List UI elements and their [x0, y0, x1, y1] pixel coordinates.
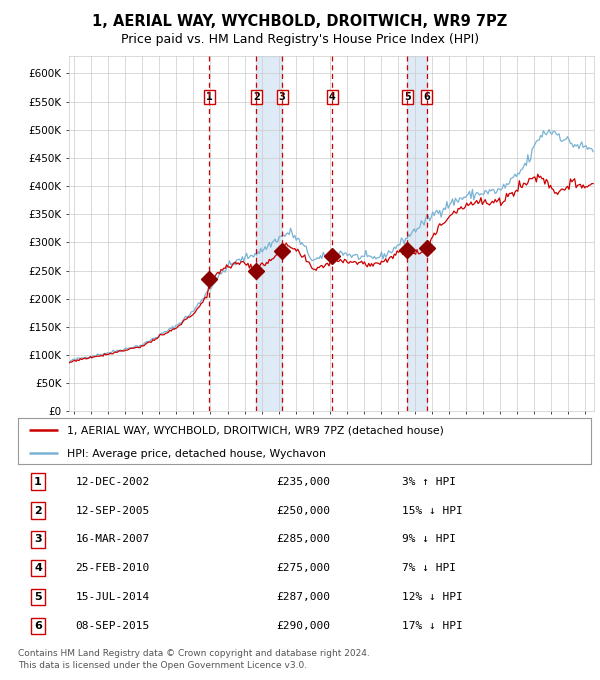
Text: 15-JUL-2014: 15-JUL-2014 [76, 592, 149, 602]
Text: 1: 1 [206, 92, 212, 102]
Text: This data is licensed under the Open Government Licence v3.0.: This data is licensed under the Open Gov… [18, 661, 307, 670]
Text: 17% ↓ HPI: 17% ↓ HPI [402, 621, 463, 631]
Text: £235,000: £235,000 [276, 477, 330, 487]
Text: 4: 4 [34, 563, 42, 573]
Text: £275,000: £275,000 [276, 563, 330, 573]
Text: 5: 5 [404, 92, 410, 102]
Text: 08-SEP-2015: 08-SEP-2015 [76, 621, 149, 631]
Text: 25-FEB-2010: 25-FEB-2010 [76, 563, 149, 573]
Text: 5: 5 [34, 592, 42, 602]
Text: 12-DEC-2002: 12-DEC-2002 [76, 477, 149, 487]
Text: 4: 4 [329, 92, 336, 102]
Bar [256, 56, 282, 411]
Text: 16-MAR-2007: 16-MAR-2007 [76, 534, 149, 545]
Text: 15% ↓ HPI: 15% ↓ HPI [402, 505, 463, 515]
Text: 12% ↓ HPI: 12% ↓ HPI [402, 592, 463, 602]
Text: 1: 1 [34, 477, 42, 487]
Text: 6: 6 [424, 92, 430, 102]
Text: 3: 3 [34, 534, 42, 545]
Text: 1, AERIAL WAY, WYCHBOLD, DROITWICH, WR9 7PZ: 1, AERIAL WAY, WYCHBOLD, DROITWICH, WR9 … [92, 14, 508, 29]
Text: £290,000: £290,000 [276, 621, 330, 631]
Text: £250,000: £250,000 [276, 505, 330, 515]
Text: HPI: Average price, detached house, Wychavon: HPI: Average price, detached house, Wych… [67, 449, 326, 458]
Bar [407, 56, 427, 411]
Text: Price paid vs. HM Land Registry's House Price Index (HPI): Price paid vs. HM Land Registry's House … [121, 33, 479, 46]
Text: 12-SEP-2005: 12-SEP-2005 [76, 505, 149, 515]
Text: £285,000: £285,000 [276, 534, 330, 545]
Text: £287,000: £287,000 [276, 592, 330, 602]
Text: 3% ↑ HPI: 3% ↑ HPI [402, 477, 456, 487]
Text: 7% ↓ HPI: 7% ↓ HPI [402, 563, 456, 573]
Text: 1, AERIAL WAY, WYCHBOLD, DROITWICH, WR9 7PZ (detached house): 1, AERIAL WAY, WYCHBOLD, DROITWICH, WR9 … [67, 426, 443, 435]
Text: 9% ↓ HPI: 9% ↓ HPI [402, 534, 456, 545]
Text: 2: 2 [34, 505, 42, 515]
Text: 6: 6 [34, 621, 42, 631]
Text: Contains HM Land Registry data © Crown copyright and database right 2024.: Contains HM Land Registry data © Crown c… [18, 649, 370, 658]
Text: 2: 2 [253, 92, 260, 102]
Text: 3: 3 [279, 92, 286, 102]
